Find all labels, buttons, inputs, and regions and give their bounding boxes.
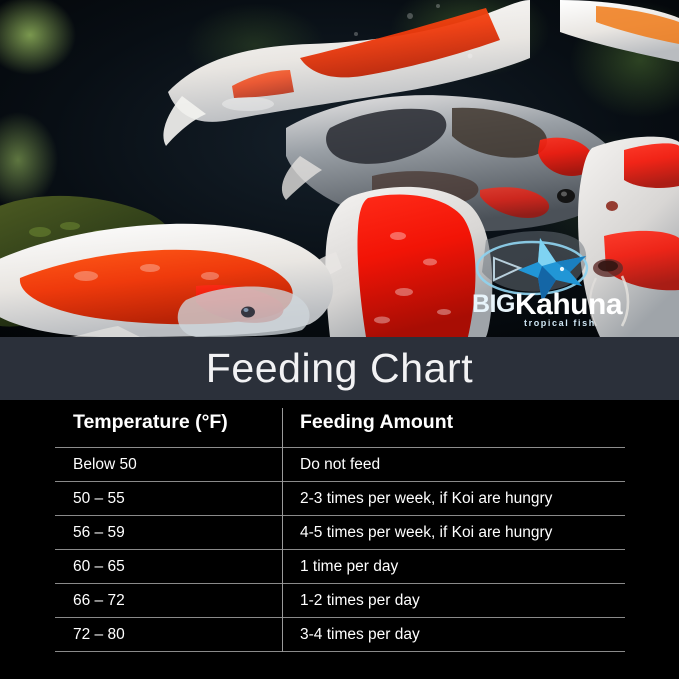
cell-temperature: 60 – 65	[73, 558, 125, 575]
row-separator	[55, 481, 625, 482]
row-separator	[55, 515, 625, 516]
row-separator	[55, 617, 625, 618]
header-underline	[55, 447, 625, 448]
svg-text:tropical fish: tropical fish	[524, 318, 596, 328]
cell-feeding-amount: 1-2 times per day	[300, 592, 420, 609]
brand-logo: BIG Kahuna tropical fish	[472, 238, 623, 328]
svg-text:Kahuna: Kahuna	[515, 288, 623, 321]
title-band: Feeding Chart	[0, 337, 679, 400]
cell-temperature: 72 – 80	[73, 626, 125, 643]
feeding-table: Temperature (°F) Feeding Amount Below 50…	[0, 400, 679, 679]
cell-feeding-amount: 4-5 times per week, if Koi are hungry	[300, 524, 553, 541]
table-row: 56 – 59 4-5 times per week, if Koi are h…	[55, 516, 625, 550]
table-body: Below 50 Do not feed 50 – 55 2-3 times p…	[55, 448, 625, 652]
cell-feeding-amount: 1 time per day	[300, 558, 399, 575]
cell-temperature: Below 50	[73, 456, 137, 473]
column-divider	[282, 408, 283, 652]
cell-feeding-amount: 3-4 times per day	[300, 626, 420, 643]
row-separator	[55, 583, 625, 584]
table-row: 66 – 72 1-2 times per day	[55, 584, 625, 618]
table-row: Below 50 Do not feed	[55, 448, 625, 482]
cell-temperature: 50 – 55	[73, 490, 125, 507]
cell-feeding-amount: 2-3 times per week, if Koi are hungry	[300, 490, 553, 507]
cell-feeding-amount: Do not feed	[300, 456, 381, 473]
row-separator	[55, 549, 625, 550]
table-row: 72 – 80 3-4 times per day	[55, 618, 625, 652]
cell-temperature: 56 – 59	[73, 524, 125, 541]
svg-text:BIG: BIG	[472, 290, 515, 318]
row-separator	[55, 651, 625, 652]
koi-photo: BIG Kahuna tropical fish	[0, 0, 679, 337]
table-row: 50 – 55 2-3 times per week, if Koi are h…	[55, 482, 625, 516]
page-title: Feeding Chart	[205, 345, 474, 391]
column-header-feeding-amount: Feeding Amount	[300, 411, 454, 433]
table-row: 60 – 65 1 time per day	[55, 550, 625, 584]
table-header-row: Temperature (°F) Feeding Amount	[55, 408, 625, 448]
column-header-temperature: Temperature (°F)	[73, 411, 228, 433]
koi-photo-illustration: BIG Kahuna tropical fish	[0, 0, 679, 337]
cell-temperature: 66 – 72	[73, 592, 125, 609]
